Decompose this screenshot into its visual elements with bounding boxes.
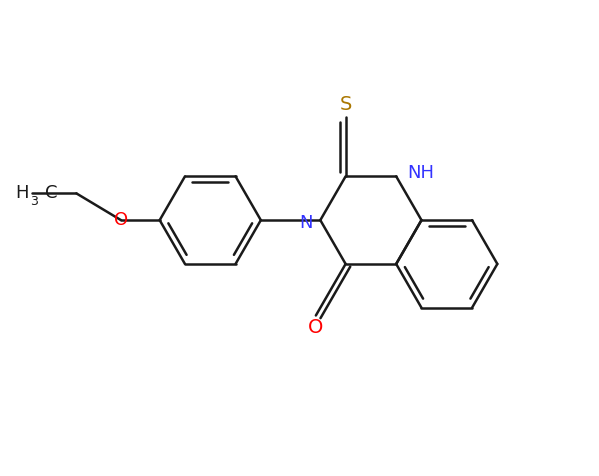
Text: 3: 3 [30,195,38,208]
Text: N: N [300,214,313,232]
Text: S: S [340,95,352,114]
Text: H: H [16,184,29,202]
Text: O: O [114,211,128,229]
Text: NH: NH [407,164,434,182]
Text: O: O [308,318,323,337]
Text: C: C [46,184,58,202]
